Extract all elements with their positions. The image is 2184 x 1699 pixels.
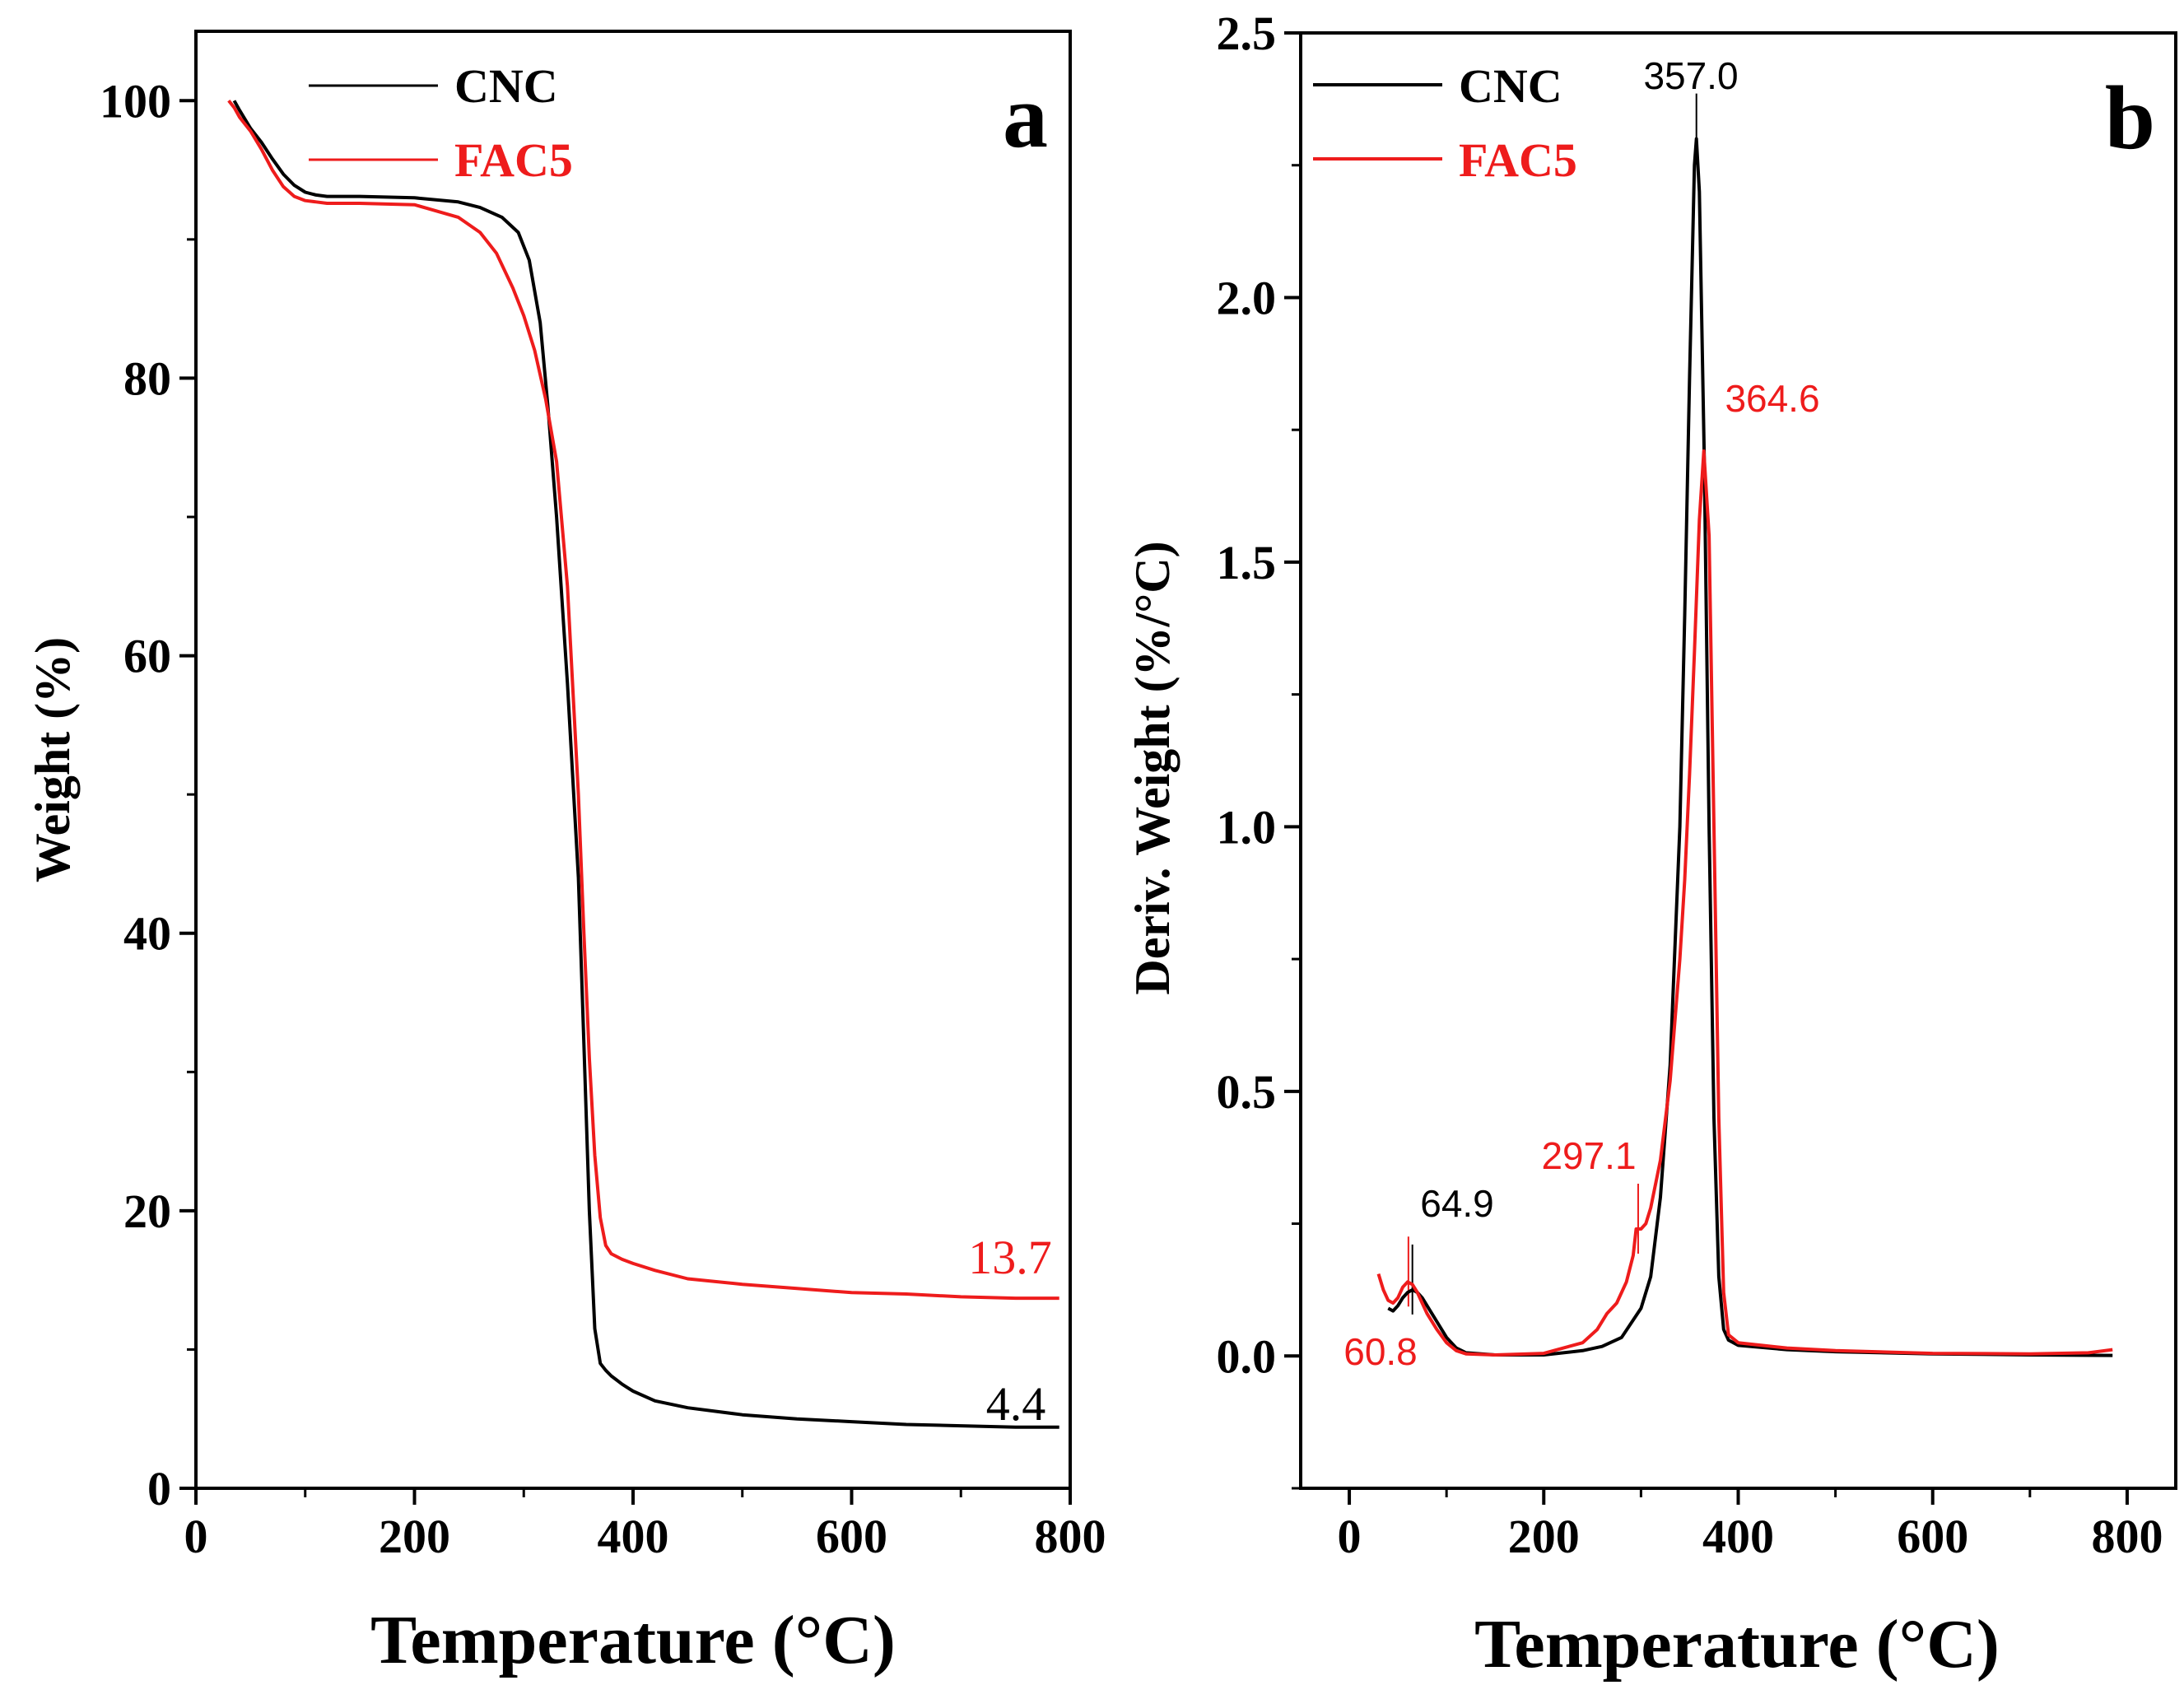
panel-a-end-label-cnc: 4.4: [986, 1377, 1046, 1431]
panel-a-x-axis-title: Temperature (°C): [370, 1602, 896, 1678]
x-tick-label: 0: [184, 1510, 208, 1563]
panel-b-series-cnc: [1387, 137, 2113, 1357]
panel-a-legend-label-cnc: CNC: [454, 59, 558, 113]
x-tick-label: 400: [1702, 1510, 1774, 1563]
panel-a-series-fac5: [227, 100, 1059, 1301]
y-tick-label: 2.5: [1217, 7, 1277, 60]
panel-a-curves: [227, 100, 1059, 1429]
panel-b-series-fac5: [1376, 449, 2113, 1357]
panel-a-x-tick-labels: 0 200 400 600 800: [184, 1510, 1106, 1563]
panel-b-legend-label-cnc: CNC: [1459, 59, 1562, 113]
panel-a-end-label-fac5: 13.7: [968, 1231, 1052, 1284]
panel-a-y-axis-title: Weight (%): [26, 637, 80, 882]
peak-label-364-6: 364.6: [1725, 377, 1819, 420]
peak-label-60-8: 60.8: [1343, 1330, 1418, 1373]
y-tick-label: 0.5: [1217, 1065, 1277, 1119]
panel-b-y-axis-title: Deriv. Weight (%/°C): [1125, 541, 1180, 994]
panel-b-y-tick-labels: 0.0 0.5 1.0 1.5 2.0 2.5: [1217, 7, 1277, 1383]
panel-b-legend-label-fac5: FAC5: [1459, 133, 1577, 187]
x-tick-label: 200: [379, 1510, 450, 1563]
peak-label-64-9: 64.9: [1420, 1182, 1494, 1225]
panel-b-curves: [1376, 137, 2113, 1357]
peak-label-297-1: 297.1: [1541, 1134, 1636, 1177]
y-tick-label: 0: [147, 1462, 171, 1515]
x-tick-label: 800: [2091, 1510, 2163, 1563]
y-tick-label: 1.5: [1217, 536, 1277, 589]
panel-b-plot-frame: [1299, 31, 2177, 1490]
x-tick-label: 600: [1897, 1510, 1968, 1563]
x-tick-label: 800: [1035, 1510, 1106, 1563]
y-tick-label: 100: [100, 74, 171, 128]
y-tick-label: 0.0: [1217, 1329, 1277, 1383]
panel-a-y-tick-labels: 0 20 40 60 80 100: [100, 74, 171, 1515]
panel-a-legend-label-fac5: FAC5: [454, 133, 573, 187]
peak-label-357-0: 357.0: [1643, 54, 1738, 97]
panel-b-dtg-chart: 0 200 400 600 800 0.0 0.5 1.0 1.5 2.0 2.5 Tempera…: [1125, 7, 2177, 1683]
y-tick-label: 60: [123, 630, 171, 683]
panel-b-label: b: [2105, 67, 2155, 168]
panel-a-plot-frame: [194, 30, 1072, 1490]
panel-a-legend: CNC FAC5: [309, 59, 573, 187]
panel-b-legend: CNC FAC5: [1313, 59, 1577, 187]
x-tick-label: 400: [598, 1510, 669, 1563]
y-tick-label: 1.0: [1217, 800, 1277, 854]
x-tick-label: 600: [816, 1510, 887, 1563]
panel-a-series-cnc: [232, 100, 1059, 1429]
panel-b-ticks: [1284, 31, 2129, 1505]
panel-b-x-tick-labels: 0 200 400 600 800: [1338, 1510, 2163, 1563]
panel-a-ticks: [179, 99, 1072, 1505]
panel-a-tga-chart: 0 200 400 600 800 0 20 40 60 80 100 Temperature (…: [26, 30, 1106, 1678]
x-tick-label: 200: [1508, 1510, 1580, 1563]
panel-b-x-axis-title: Temperature (°C): [1474, 1606, 2000, 1683]
y-tick-label: 2.0: [1217, 271, 1277, 324]
y-tick-label: 40: [123, 907, 171, 961]
panel-a-label: a: [1003, 66, 1048, 166]
x-tick-label: 0: [1338, 1510, 1362, 1563]
y-tick-label: 20: [123, 1185, 171, 1238]
y-tick-label: 80: [123, 351, 171, 405]
panel-b-peak-marker-lines: [1407, 93, 1705, 1315]
